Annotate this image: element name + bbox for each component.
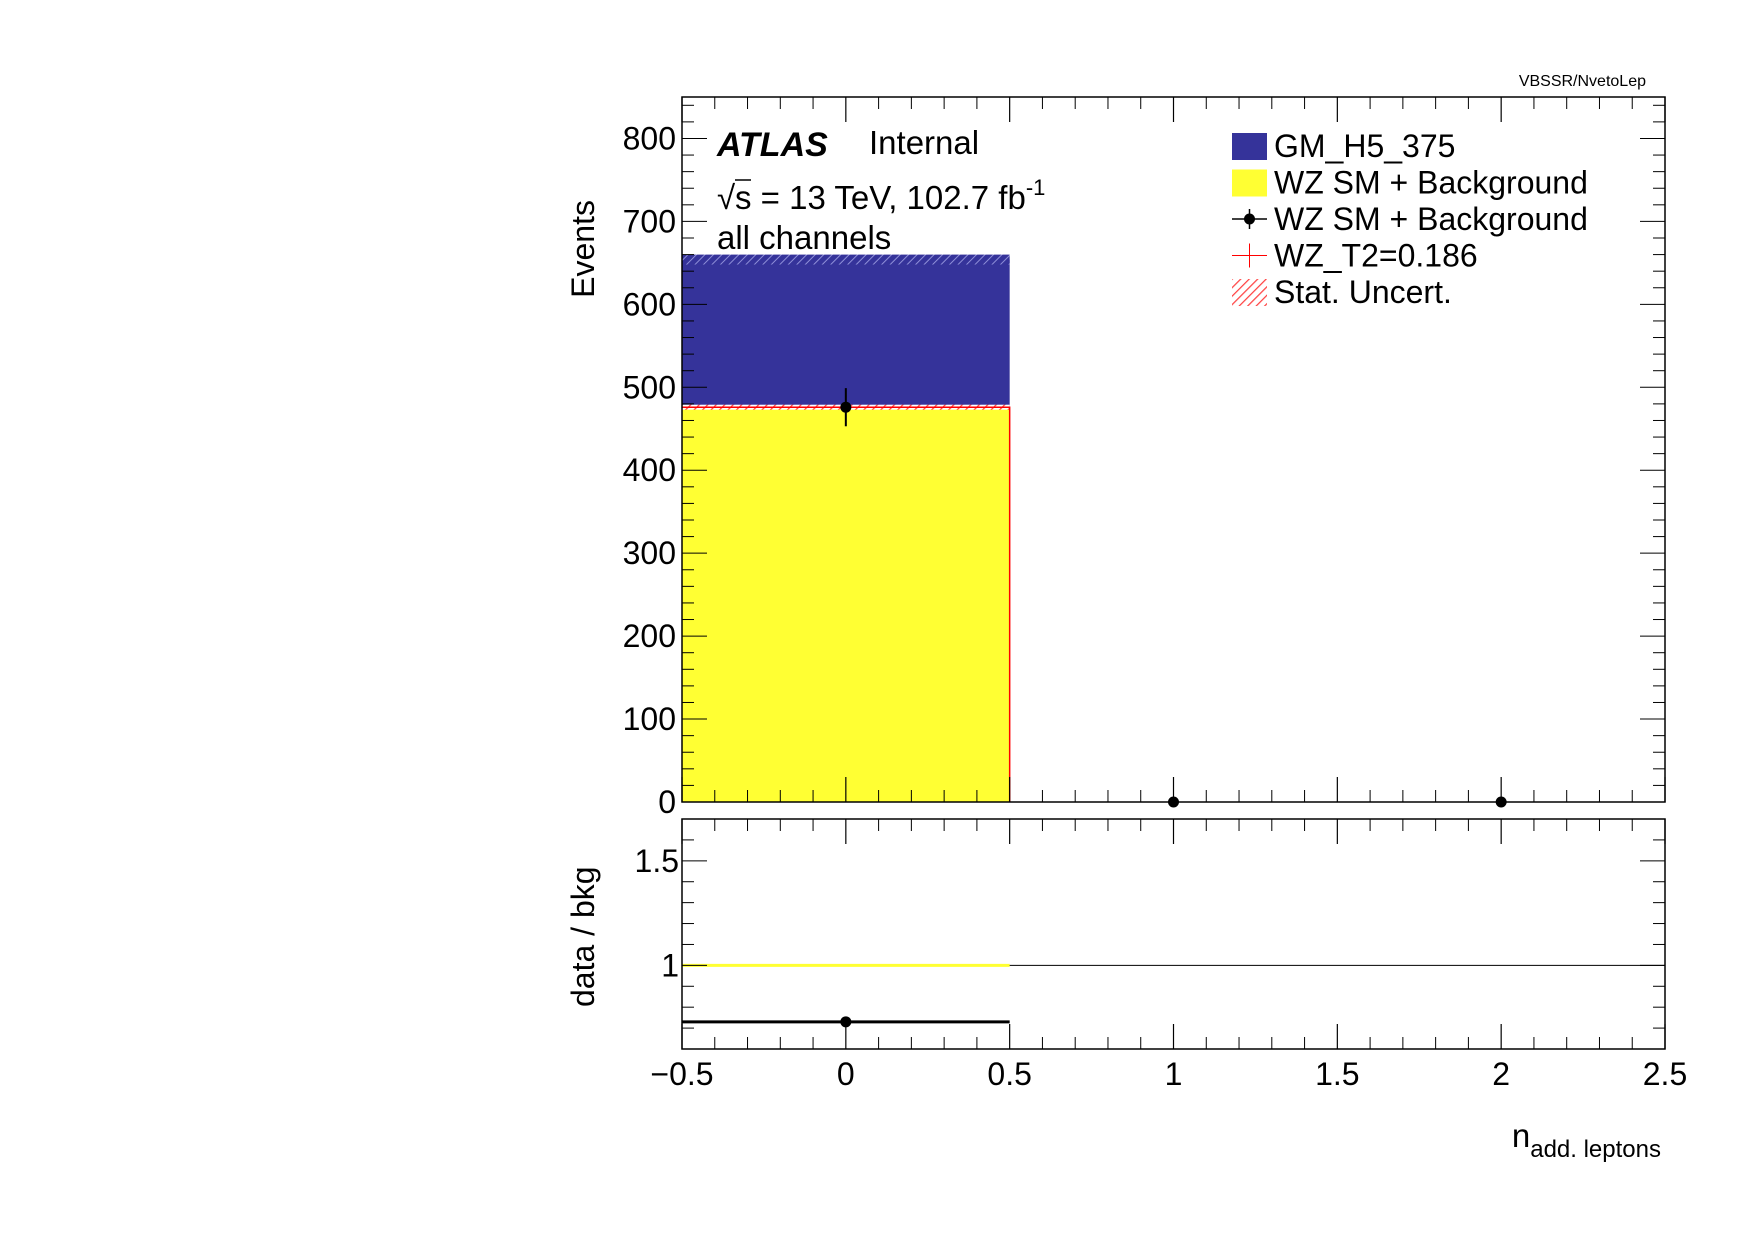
ratio-y-axis-label: data / bkg (565, 866, 601, 1007)
channel-label: all channels (717, 219, 891, 256)
main-y-tick-label-1: 100 (623, 701, 676, 737)
x-tick-label-0: −0.5 (650, 1056, 713, 1092)
ratio-point-0 (840, 1016, 852, 1028)
x-tick-label-4: 1.5 (1315, 1056, 1359, 1092)
signal-uncert-band-0 (682, 254, 1010, 265)
legend-label-4: Stat. Uncert. (1274, 274, 1452, 310)
x-tick-labels: −0.5 0 0.5 1 1.5 2 2.5 (650, 1056, 1687, 1092)
x-tick-label-6: 2.5 (1643, 1056, 1687, 1092)
main-panel: 0 100 200 300 400 500 600 700 800 Events ATLAS I… (565, 96, 1666, 820)
legend-entry-4: Stat. Uncert. (1232, 274, 1452, 310)
ratio-y-tick-label-1: 1.5 (635, 843, 679, 879)
energy-exponent: -1 (1026, 175, 1046, 200)
main-y-tick-labels: 0 100 200 300 400 500 600 700 800 (623, 120, 676, 820)
x-axis-label: nadd. leptons (1512, 1117, 1661, 1163)
legend-entry-2: WZ SM + Background (1232, 201, 1588, 237)
main-y-tick-label-3: 300 (623, 535, 676, 571)
legend-swatch-1 (1232, 169, 1267, 197)
stack-bars (682, 254, 1011, 802)
path-label: VBSSR/NvetoLep (1519, 73, 1646, 90)
atlas-label: ATLAS (716, 126, 828, 164)
ratio-ticks (681, 818, 1666, 1050)
legend-label-2: WZ SM + Background (1274, 201, 1588, 237)
ratio-panel: 11.5 data / bkg −0.5 0 0.5 1 1.5 2 2.5 nadd. l… (565, 818, 1687, 1163)
legend-marker-2 (1244, 213, 1255, 225)
data-point-0 (840, 401, 852, 413)
main-y-tick-label-4: 400 (623, 452, 676, 488)
wz-t2-outline-0 (682, 406, 1011, 802)
energy-text: s = 13 TeV, 102.7 fb-1 (735, 175, 1045, 216)
legend-label-1: WZ SM + Background (1274, 165, 1588, 201)
x-tick-label-3: 1 (1165, 1056, 1183, 1092)
legend-swatch-0 (1232, 133, 1267, 160)
main-y-tick-label-0: 0 (658, 784, 676, 820)
ratio-y-tick-labels: 11.5 (635, 843, 679, 984)
main-y-axis-label: Events (565, 200, 601, 298)
x-tick-label-5: 2 (1492, 1056, 1510, 1092)
main-frame (681, 96, 1666, 803)
ratio-content (682, 963, 1665, 1028)
sqrt-icon: √ (717, 179, 736, 216)
main-y-tick-label-5: 500 (623, 369, 676, 405)
legend-label-3: WZ_T2=0.186 (1274, 238, 1478, 274)
main-ticks (681, 97, 1666, 803)
legend-entry-1: WZ SM + Background (1232, 165, 1588, 201)
signal-bar-0 (682, 259, 1010, 408)
x-tick-label-1: 0 (837, 1056, 855, 1092)
internal-label: Internal (869, 124, 979, 161)
x-axis-label-sub: add. leptons (1530, 1136, 1661, 1163)
main-y-tick-label-6: 600 (623, 286, 676, 322)
energy-label: √ s = 13 TeV, 102.7 fb-1 (717, 175, 1045, 216)
ratio-frame (681, 818, 1666, 1050)
main-y-tick-label-8: 800 (623, 120, 676, 156)
x-tick-label-2: 0.5 (987, 1056, 1031, 1092)
ratio-y-tick-label-0: 1 (661, 947, 679, 983)
legend-entry-3: WZ_T2=0.186 (1232, 238, 1478, 274)
background-bar-0 (682, 407, 1010, 802)
main-y-tick-label-2: 200 (623, 618, 676, 654)
legend-entry-0: GM_H5_375 (1232, 128, 1455, 164)
legend-swatch-4 (1232, 279, 1267, 306)
main-y-tick-label-7: 700 (623, 203, 676, 239)
legend-label-0: GM_H5_375 (1274, 128, 1455, 164)
